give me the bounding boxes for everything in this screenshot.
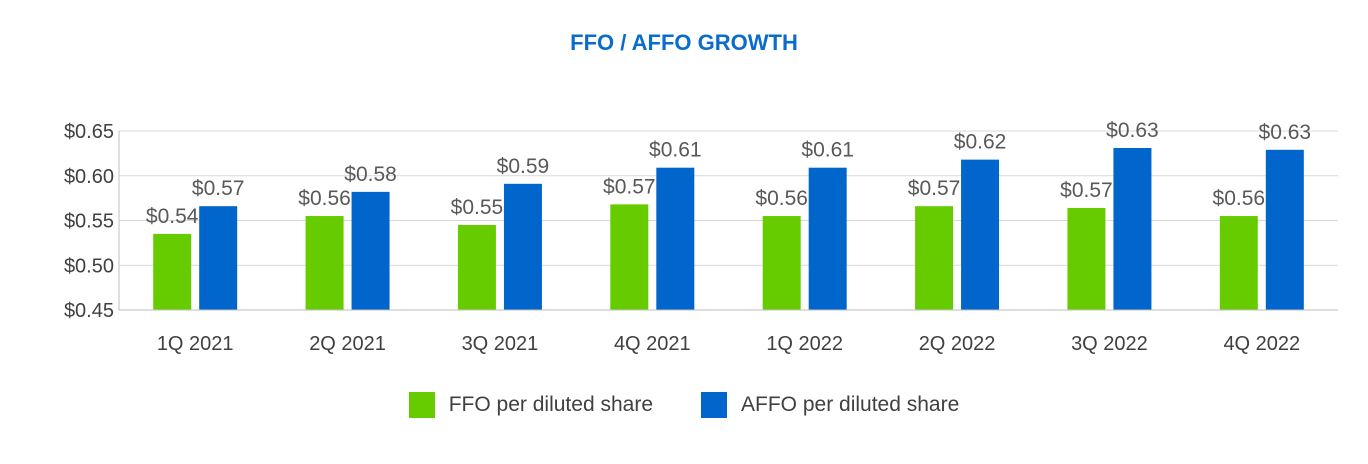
data-label-ffo: $0.56 [1213, 187, 1266, 210]
x-tick-label: 3Q 2021 [462, 333, 539, 355]
data-label-affo: $0.59 [497, 155, 550, 178]
bar-ffo [457, 224, 496, 310]
bar-affo [199, 206, 238, 310]
x-tick-label: 1Q 2021 [157, 333, 234, 355]
x-tick-label: 4Q 2021 [614, 333, 691, 355]
data-label-affo: $0.58 [344, 163, 397, 186]
bar-ffo [153, 233, 192, 310]
data-label-ffo: $0.57 [1060, 179, 1113, 202]
bar-affo [1265, 149, 1304, 310]
data-label-ffo: $0.55 [451, 196, 504, 219]
legend-label-affo: AFFO per diluted share [741, 393, 960, 416]
y-tick-label: $0.60 [64, 166, 114, 188]
data-label-ffo: $0.57 [603, 175, 656, 198]
bar-ffo [915, 206, 954, 310]
x-tick-label: 2Q 2021 [309, 333, 386, 355]
y-tick-label: $0.50 [64, 255, 114, 277]
x-axis: 1Q 2021 2Q 2021 3Q 2021 4Q 2021 1Q 2022 2Q 20… [119, 309, 1338, 355]
bar-affo [961, 159, 1000, 310]
legend-label-ffo: FFO per diluted share [448, 393, 653, 416]
legend-swatch-affo [701, 392, 727, 418]
bar-ffo [1067, 207, 1106, 310]
data-label-ffo: $0.54 [146, 205, 199, 228]
data-label-affo: $0.63 [1259, 121, 1312, 144]
bar-ffo [1219, 216, 1258, 310]
x-tick-label: 1Q 2022 [766, 333, 843, 355]
y-tick-label: $0.55 [64, 211, 114, 233]
data-label-affo: $0.57 [192, 177, 245, 200]
data-label-ffo: $0.57 [908, 177, 961, 200]
bar-affo [808, 167, 847, 310]
bar-affo [656, 167, 695, 310]
chart-title: FFO / AFFO GROWTH [570, 30, 798, 55]
y-tick-label: $0.65 [64, 121, 114, 143]
legend-swatch-ffo [408, 392, 435, 418]
legend-item-ffo: FFO per diluted share [408, 392, 653, 418]
data-label-ffo: $0.56 [298, 187, 351, 210]
data-label-affo: $0.62 [954, 131, 1007, 154]
data-label-affo: $0.61 [649, 139, 702, 162]
bar-affo [351, 191, 390, 310]
bar-ffo [305, 216, 344, 310]
bar-affo [503, 183, 542, 310]
y-axis: $0.45 $0.50 $0.55 $0.60 $0.65 [64, 121, 120, 322]
x-tick-label: 4Q 2022 [1223, 333, 1300, 355]
bar-ffo [762, 216, 801, 310]
data-label-ffo: $0.56 [755, 187, 808, 210]
bar-chart: $0.45 $0.50 $0.55 $0.60 $0.65 $0.54 $0.57 $0.5… [64, 119, 1338, 355]
bars: $0.54$0.57 $0.56$0.58$0.55$0.59$0.57$0.61… [146, 119, 1311, 310]
x-tick-label: 3Q 2022 [1071, 333, 1148, 355]
legend: FFO per diluted share AFFO per diluted s… [0, 392, 1368, 418]
x-tick-label: 2Q 2022 [919, 333, 996, 355]
data-label-affo: $0.63 [1106, 119, 1159, 142]
bar-ffo [610, 204, 649, 310]
bar-affo [1113, 148, 1152, 310]
legend-item-affo: AFFO per diluted share [701, 392, 959, 418]
data-label-affo: $0.61 [801, 139, 854, 162]
y-tick-label: $0.45 [64, 300, 114, 322]
